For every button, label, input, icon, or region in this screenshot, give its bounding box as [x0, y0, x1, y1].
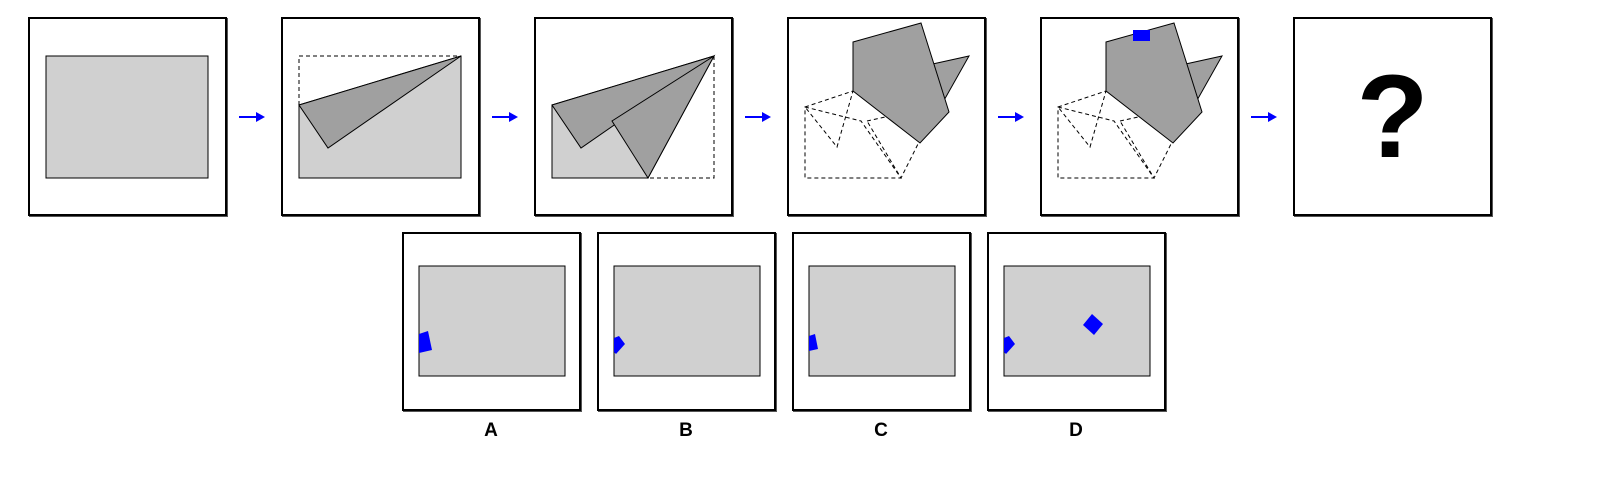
question-panel: ? [1293, 17, 1492, 216]
option-d-label[interactable]: D [1069, 420, 1083, 441]
option-d-panel[interactable] [987, 232, 1166, 411]
arrow-right-icon [492, 112, 518, 122]
step-4-panel [787, 17, 986, 216]
option-b-label[interactable]: B [679, 420, 693, 441]
paper-sheet [808, 265, 956, 377]
step-4-figure [804, 22, 970, 180]
option-c-figure [808, 265, 956, 377]
option-b-figure [613, 265, 761, 377]
punch-hole [1083, 314, 1103, 335]
step-5-figure [1057, 22, 1223, 180]
fold-origin-outline [298, 55, 461, 105]
step-1-panel [28, 17, 227, 216]
arrow-right-icon [745, 112, 771, 122]
fold-origin-outline [1057, 90, 1107, 149]
arrow-right-icon [239, 112, 265, 122]
option-d-figure [1003, 265, 1151, 377]
punch-hole [1133, 30, 1150, 41]
option-a-figure [418, 265, 566, 377]
paper-sheet [45, 55, 209, 179]
punch-hole [614, 336, 625, 354]
paper-sheet [418, 265, 566, 377]
option-a-panel[interactable] [402, 232, 581, 411]
option-c-panel[interactable] [792, 232, 971, 411]
folded-flap [852, 22, 950, 144]
punch-hole [809, 334, 818, 351]
step-2-figure [298, 55, 462, 179]
paper-sheet [613, 265, 761, 377]
fold-origin-outline [804, 90, 854, 149]
folded-flap [611, 54, 716, 179]
step-2-panel [281, 17, 480, 216]
fold-origin-outline [648, 56, 715, 179]
option-a-label[interactable]: A [484, 420, 498, 441]
step-1-figure [45, 55, 209, 179]
step-5-panel [1040, 17, 1239, 216]
step-3-panel [534, 17, 733, 216]
arrow-right-icon [1251, 112, 1277, 122]
option-c-label[interactable]: C [874, 420, 888, 441]
folded-flap [298, 55, 462, 149]
folded-flap [1105, 22, 1203, 144]
punch-hole [419, 331, 432, 353]
paper-sheet [1003, 265, 1151, 377]
step-3-figure [551, 54, 716, 179]
option-b-panel[interactable] [597, 232, 776, 411]
punch-hole [1004, 336, 1015, 354]
arrow-right-icon [998, 112, 1024, 122]
question-mark: ? [1356, 50, 1429, 183]
